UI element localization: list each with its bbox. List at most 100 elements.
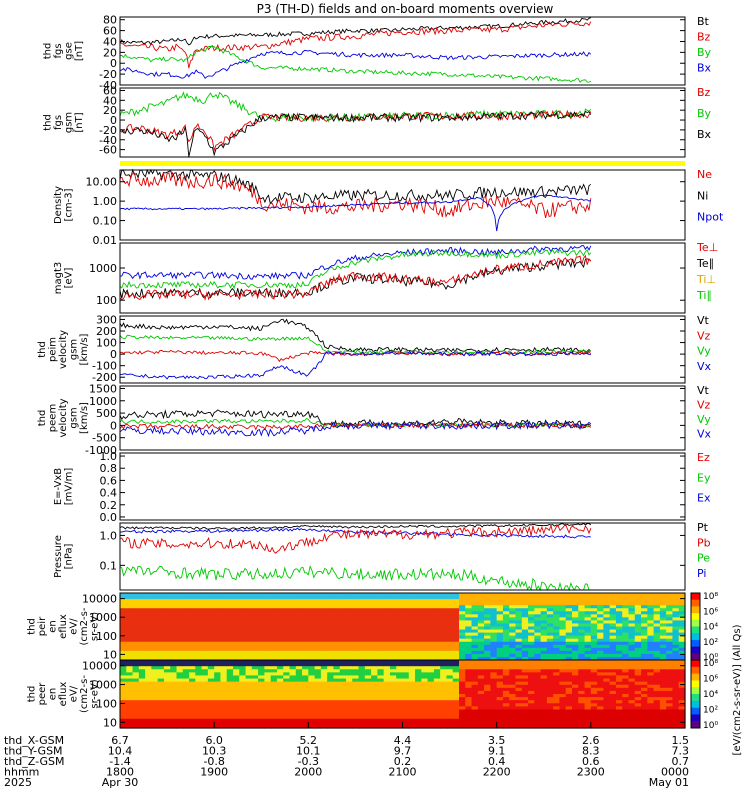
spectrogram-cell <box>383 596 391 600</box>
spectrogram-cell <box>653 644 661 649</box>
spectrogram-cell <box>233 650 240 655</box>
spectrogram-cell <box>163 611 171 615</box>
spectrogram-cell <box>258 703 265 707</box>
spectrogram-cell <box>622 635 630 640</box>
spectrogram-cell <box>590 641 598 646</box>
spectrogram-cell <box>339 626 347 631</box>
spectrogram-cell <box>333 694 341 698</box>
spectrogram-cell <box>302 666 309 670</box>
spectrogram-cell <box>333 650 341 655</box>
spectrogram-cell <box>126 635 134 640</box>
spectrogram-cell <box>339 656 347 661</box>
spectrogram-cell <box>597 681 604 686</box>
spectrogram-cell <box>138 617 146 622</box>
spectrogram-cell <box>421 614 429 618</box>
spectrogram-cell <box>440 620 448 625</box>
spectrogram-cell <box>590 660 598 664</box>
spectrogram-cell <box>534 678 542 683</box>
spectrogram-cell <box>603 650 611 655</box>
spectrogram-cell <box>603 660 611 664</box>
spectrogram-cell <box>402 666 410 670</box>
spectrogram-cell <box>214 602 222 606</box>
spectrogram-cell <box>578 694 586 698</box>
spectrogram-cell <box>471 593 479 597</box>
y-axis-label: en <box>48 688 59 701</box>
spectrogram-cell <box>333 724 341 729</box>
y-tick-label: 60 <box>103 84 117 97</box>
spectrogram-cell <box>565 620 573 625</box>
spectrogram-cell <box>126 614 134 618</box>
spectrogram-cell <box>138 715 146 720</box>
spectrogram-cell <box>270 593 278 597</box>
spectrogram-cell <box>653 700 661 704</box>
spectrogram-cell <box>477 614 485 618</box>
y-axis-label: velocity <box>58 330 69 369</box>
spectrogram-cell <box>528 593 535 597</box>
spectrogram-cell <box>207 614 215 618</box>
spectrogram-cell <box>389 694 397 698</box>
spectrogram-cell <box>521 617 529 622</box>
spectrogram-cell <box>333 684 341 689</box>
spectrogram-cell <box>371 632 378 637</box>
spectrogram-cell <box>182 608 190 612</box>
spectrogram-cell <box>490 596 498 600</box>
spectrogram-cell <box>634 694 642 698</box>
spectrogram-cell <box>251 629 259 634</box>
y-tick-label: 1500 <box>89 382 117 395</box>
spectrogram-cell <box>220 632 228 637</box>
spectrogram-cell <box>572 715 579 720</box>
spectrogram-cell <box>239 599 247 603</box>
spectrogram-cell <box>540 672 548 677</box>
spectrogram-cell <box>459 623 466 628</box>
spectrogram-cell <box>333 666 341 670</box>
spectrogram-cell <box>666 681 674 686</box>
spectrogram-cell <box>421 626 429 631</box>
spectrogram-cell <box>578 709 586 714</box>
spectrogram-cell <box>622 614 630 618</box>
spectrogram-cell <box>597 614 604 618</box>
spectrogram-cell <box>672 626 680 631</box>
spectrogram-cell <box>609 629 617 634</box>
spectrogram-cell <box>151 617 159 622</box>
spectrogram-cell <box>427 596 435 600</box>
spectrogram-cell <box>402 611 410 615</box>
spectrogram-cell <box>446 672 454 677</box>
spectrogram-cell <box>546 611 554 615</box>
spectrogram-cell <box>220 644 228 649</box>
spectrogram-cell <box>182 724 190 729</box>
spectrogram-cell <box>270 650 278 655</box>
spectrogram-cell <box>176 694 184 698</box>
panel-frame <box>119 385 686 451</box>
spectrogram-cell <box>258 635 265 640</box>
spectrogram-cell <box>189 660 196 664</box>
spectrogram-cell <box>207 721 215 726</box>
spectrogram-cell <box>333 605 341 609</box>
spectrogram-cell <box>182 656 190 661</box>
x-row-value: 0000 <box>661 766 689 779</box>
spectrogram-cell <box>546 684 554 689</box>
spectrogram-cell <box>371 700 378 704</box>
spectrogram-cell <box>421 620 429 625</box>
spectrogram-cell <box>615 660 623 664</box>
spectrogram-cell <box>553 605 561 609</box>
spectrogram-cell <box>572 620 579 625</box>
spectrogram-cell <box>364 623 372 628</box>
spectrogram-cell <box>546 629 554 634</box>
spectrogram-cell <box>440 608 448 612</box>
spectrogram-cell <box>465 724 473 729</box>
spectrogram-cell <box>145 724 152 729</box>
spectrogram-cell <box>314 644 322 649</box>
spectrogram-cell <box>151 724 159 729</box>
spectrogram-cell <box>546 709 554 714</box>
spectrogram-cell <box>201 611 209 615</box>
spectrogram-cell <box>578 721 586 726</box>
spectrogram-cell <box>609 626 617 631</box>
spectrogram-cell <box>446 653 454 658</box>
spectrogram-cell <box>302 593 309 597</box>
spectrogram-cell <box>553 629 561 634</box>
spectrogram-cell <box>138 647 146 652</box>
spectrogram-cell <box>295 635 303 640</box>
spectrogram-cell <box>521 614 529 618</box>
spectrogram-cell <box>653 660 661 664</box>
spectrogram-cell <box>672 675 680 680</box>
